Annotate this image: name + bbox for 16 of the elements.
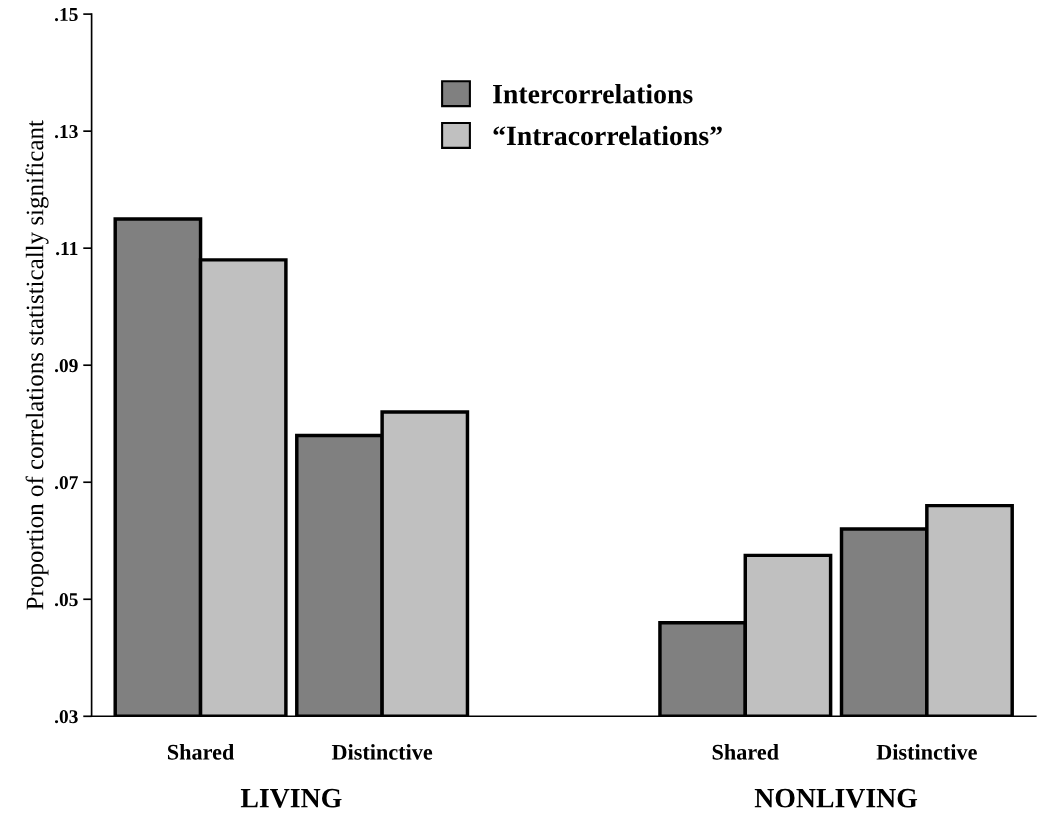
legend-label: Intercorrelations (493, 83, 693, 104)
text: NONLIVING (754, 788, 918, 808)
y-tick-label: .15 (54, 8, 78, 22)
y-axis-title: Proportion of correlations statistically significant (25, 120, 49, 610)
y-tick-label: .07 (54, 476, 78, 490)
legend-label: “Intracorrelations” (493, 125, 722, 146)
y-tick-label: .05 (54, 593, 78, 607)
x-tick-label: Shared (167, 744, 235, 760)
x-tick-label: Distinctive (331, 744, 433, 760)
x-tick-label: Shared (712, 744, 779, 760)
x-tick-label: Distinctive (876, 744, 977, 760)
y-tick-label: .03 (54, 710, 78, 724)
y-tick-label: .09 (54, 359, 78, 373)
y-tick-label: .13 (54, 125, 78, 139)
text: LIVING (240, 788, 342, 808)
y-tick-label: .11 (56, 242, 78, 256)
